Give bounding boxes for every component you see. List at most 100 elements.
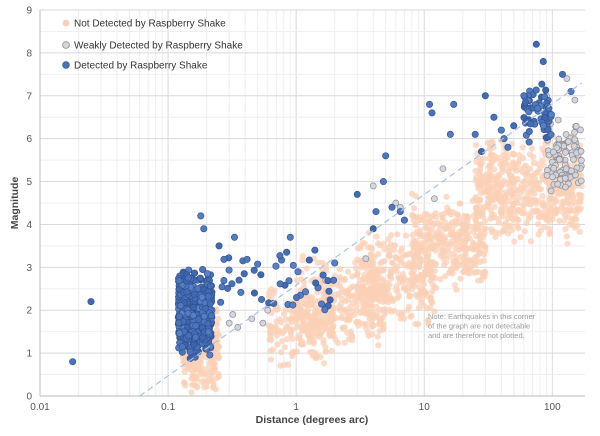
point-not-detected <box>344 268 352 275</box>
point-detected <box>471 130 479 138</box>
point-not-detected <box>338 286 346 293</box>
annotation-line: and are therefore not plotted. <box>428 331 525 340</box>
point-detected <box>477 148 485 156</box>
point-detected <box>289 261 297 269</box>
point-detected <box>286 233 294 241</box>
point-detected <box>192 333 200 341</box>
point-not-detected <box>530 160 538 167</box>
point-not-detected <box>513 167 520 174</box>
point-not-detected <box>363 309 370 317</box>
point-not-detected <box>521 228 528 235</box>
point-not-detected <box>369 308 376 315</box>
point-not-detected <box>395 310 402 317</box>
point-not-detected <box>266 336 273 343</box>
point-not-detected <box>283 324 290 331</box>
point-not-detected <box>433 214 440 221</box>
point-not-detected <box>391 265 398 273</box>
point-detected <box>311 246 319 254</box>
point-not-detected <box>215 373 223 380</box>
point-not-detected <box>543 213 550 220</box>
point-not-detected <box>424 305 431 312</box>
point-not-detected <box>282 316 289 323</box>
point-not-detected <box>420 247 427 254</box>
point-not-detected <box>472 142 480 149</box>
point-not-detected <box>357 284 364 291</box>
point-not-detected <box>282 306 289 314</box>
point-not-detected <box>401 315 408 322</box>
point-not-detected <box>213 327 221 334</box>
point-not-detected <box>528 181 535 189</box>
point-not-detected <box>336 277 343 284</box>
point-not-detected <box>425 218 433 225</box>
point-not-detected <box>386 253 393 260</box>
point-detected <box>184 309 192 317</box>
point-not-detected <box>204 366 211 373</box>
y-tick-label: 6 <box>26 134 32 145</box>
point-not-detected <box>487 185 494 192</box>
point-not-detected <box>365 229 372 236</box>
point-not-detected <box>380 277 387 284</box>
point-not-detected <box>359 320 366 327</box>
point-not-detected <box>487 167 494 174</box>
point-detected <box>206 351 214 359</box>
point-not-detected <box>524 170 531 178</box>
legend-item-detected: Detected by Raspberry Shake <box>62 61 208 72</box>
point-weakly-detected <box>571 96 579 104</box>
point-detected <box>257 271 265 279</box>
point-detected <box>177 302 185 310</box>
point-not-detected <box>466 235 473 242</box>
point-not-detected <box>387 271 394 278</box>
point-not-detected <box>397 254 405 262</box>
point-not-detected <box>317 354 324 361</box>
point-detected <box>178 343 186 351</box>
point-not-detected <box>308 317 315 325</box>
point-not-detected <box>388 259 396 266</box>
point-not-detected <box>429 227 436 234</box>
point-not-detected <box>363 302 371 309</box>
point-not-detected <box>311 349 319 356</box>
point-detected <box>184 274 192 282</box>
point-weakly-detected <box>571 136 579 143</box>
point-not-detected <box>278 319 285 326</box>
point-not-detected <box>505 205 512 213</box>
point-detected <box>243 255 251 263</box>
point-not-detected <box>374 240 382 247</box>
point-detected <box>382 152 390 160</box>
point-not-detected <box>288 308 295 315</box>
point-not-detected <box>499 165 507 172</box>
point-not-detected <box>432 261 439 268</box>
point-weakly-detected <box>392 199 400 207</box>
point-detected <box>540 93 548 101</box>
point-not-detected <box>307 336 314 343</box>
point-not-detected <box>561 207 568 214</box>
point-not-detected <box>322 262 329 269</box>
y-tick-label: 3 <box>26 263 32 274</box>
point-not-detected <box>505 162 512 169</box>
point-not-detected <box>437 276 444 283</box>
point-not-detected <box>425 246 432 253</box>
point-not-detected <box>494 189 501 196</box>
series-detected <box>69 40 575 366</box>
point-not-detected <box>428 274 436 281</box>
point-not-detected <box>476 209 483 216</box>
point-not-detected <box>481 273 488 280</box>
point-weakly-detected <box>439 165 447 173</box>
point-not-detected <box>507 222 514 229</box>
point-not-detected <box>212 341 219 348</box>
point-not-detected <box>418 296 426 303</box>
point-not-detected <box>486 200 493 207</box>
point-not-detected <box>550 202 557 210</box>
point-detected <box>379 178 387 186</box>
point-detected <box>191 269 199 277</box>
point-weakly-detected <box>572 122 580 130</box>
point-not-detected <box>451 281 458 289</box>
point-not-detected <box>279 330 286 337</box>
point-not-detected <box>354 256 361 263</box>
point-not-detected <box>532 208 539 215</box>
point-not-detected <box>525 211 532 218</box>
point-not-detected <box>270 324 277 331</box>
point-not-detected <box>471 246 478 253</box>
point-not-detected <box>329 316 336 323</box>
point-not-detected <box>277 349 285 356</box>
point-weakly-detected <box>577 126 584 134</box>
